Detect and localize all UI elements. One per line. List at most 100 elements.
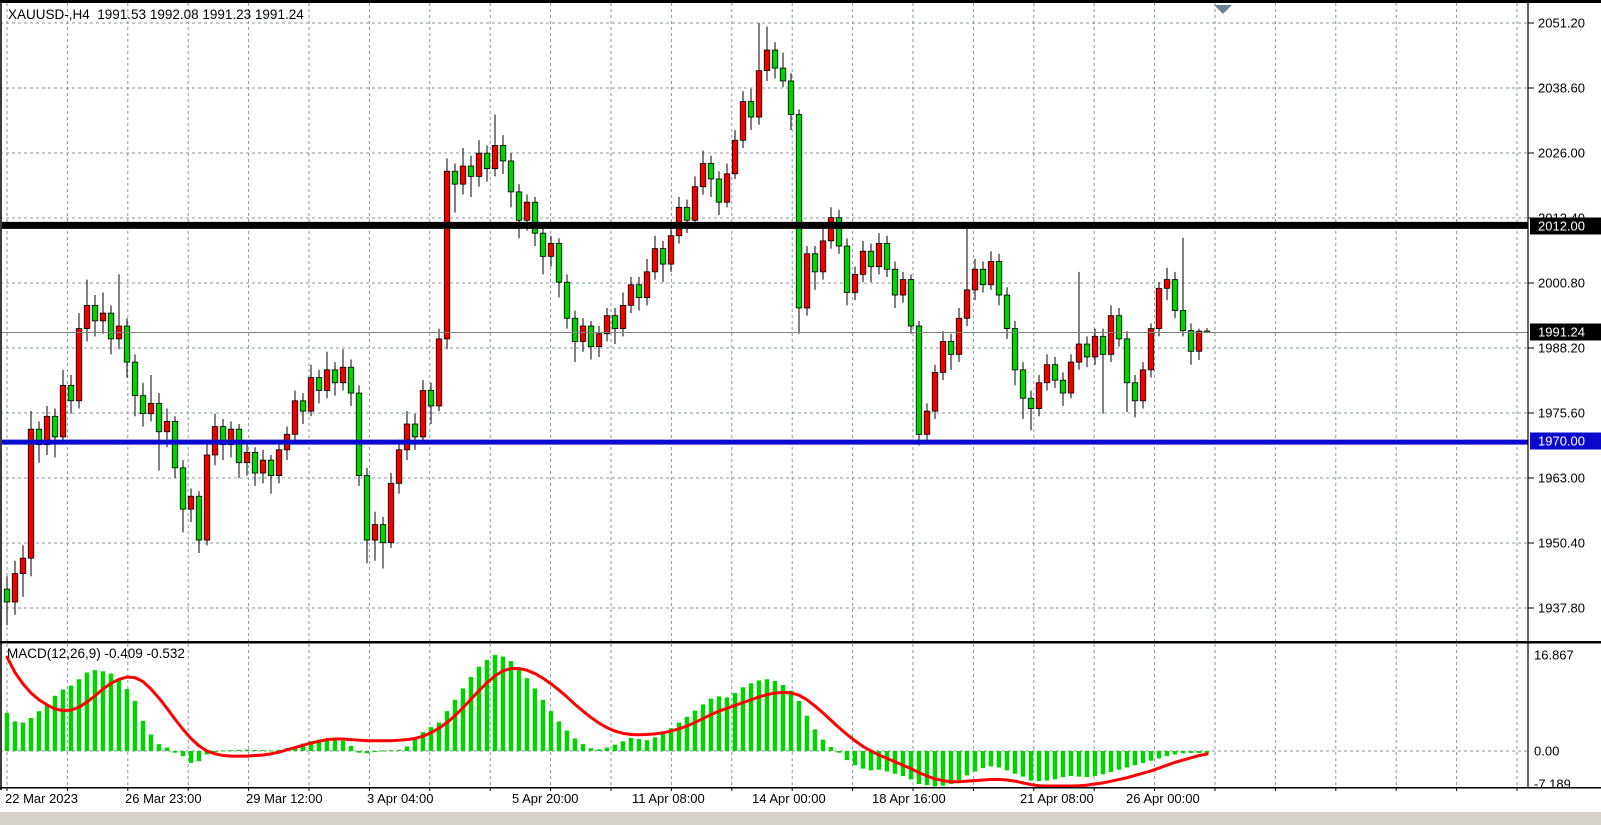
candle-body — [171, 421, 179, 469]
candle-body — [1171, 279, 1179, 311]
macd-histogram-bar — [716, 696, 722, 751]
candle-body — [707, 163, 715, 180]
macd-histogram-bar — [1140, 751, 1146, 763]
macd-histogram-bar — [988, 751, 994, 767]
candle-body — [1099, 335, 1107, 355]
macd-histogram-bar — [900, 751, 906, 777]
candle-body — [299, 400, 307, 412]
candle-body — [755, 70, 763, 118]
macd-histogram-bar — [1124, 751, 1130, 768]
macd-histogram-bar — [188, 751, 194, 763]
candle-body — [1059, 379, 1067, 394]
candle-body — [1187, 330, 1195, 352]
candle-body — [107, 312, 115, 340]
macd-histogram-bar — [332, 737, 338, 751]
candle-body — [939, 341, 947, 373]
macd-histogram-bar — [1148, 751, 1154, 761]
candle-body — [651, 248, 659, 273]
macd-histogram-bar — [604, 747, 610, 751]
macd-histogram-bar — [308, 741, 314, 751]
candle-body — [1003, 294, 1011, 329]
candle-body — [579, 325, 587, 342]
candle-body — [195, 495, 203, 541]
candle-body — [643, 271, 651, 299]
macd-histogram-bar — [116, 679, 122, 751]
macd-histogram-bar — [12, 721, 18, 751]
macd-histogram-bar — [44, 704, 50, 751]
macd-histogram-bar — [1020, 751, 1026, 777]
macd-histogram-bar — [908, 751, 914, 780]
candle-body — [691, 186, 699, 221]
macd-histogram-bar — [372, 751, 378, 753]
candle-body — [267, 459, 275, 477]
candle-body — [155, 402, 163, 433]
candle-body — [827, 217, 835, 242]
macd-histogram-bar — [668, 728, 674, 751]
candle-body — [131, 361, 139, 397]
candle-body — [235, 428, 243, 464]
macd-histogram-bar — [732, 692, 738, 751]
candle-body — [1075, 343, 1083, 363]
candle-body — [1123, 338, 1131, 384]
candle-body — [635, 284, 643, 299]
candle-body — [563, 281, 571, 319]
macd-histogram-bar — [316, 739, 322, 751]
macd-histogram-bar — [828, 747, 834, 751]
macd-histogram-bar — [1076, 751, 1082, 777]
macd-histogram-bar — [492, 655, 498, 751]
candle-body — [339, 366, 347, 384]
macd-histogram-bar — [52, 695, 58, 751]
macd-histogram-bar — [948, 751, 954, 785]
candle-body — [955, 317, 963, 355]
candle-body — [1011, 328, 1019, 371]
macd-histogram-bar — [476, 666, 482, 751]
candle-body — [347, 366, 355, 394]
candle-body — [611, 315, 619, 329]
candle-body — [523, 201, 531, 221]
candle-body — [315, 377, 323, 391]
candle-body — [395, 449, 403, 484]
candle-body — [1043, 364, 1051, 384]
candle-body — [995, 261, 1003, 296]
macd-histogram-bar — [324, 738, 330, 751]
candle-body — [163, 421, 171, 433]
macd-histogram-bar — [220, 750, 226, 752]
macd-histogram-bar — [588, 748, 594, 751]
candle-body — [851, 274, 859, 293]
macd-histogram-bar — [1180, 751, 1186, 754]
candle-body — [683, 206, 691, 221]
macd-histogram-bar — [68, 685, 74, 751]
macd-histogram-bar — [572, 738, 578, 751]
macd-histogram-bar — [76, 679, 82, 751]
candle-body — [219, 426, 227, 446]
macd-histogram-bar — [1116, 751, 1122, 770]
pane-separator — [0, 641, 1601, 644]
macd-histogram-bar — [428, 727, 434, 751]
candle-body — [139, 395, 147, 415]
candle-body — [1115, 315, 1123, 340]
candle-body — [1035, 382, 1043, 409]
macd-histogram-bar — [1052, 751, 1058, 780]
macd-histogram-bar — [1084, 751, 1090, 778]
macd-histogram-bar — [420, 732, 426, 751]
candle-body — [35, 428, 43, 446]
candle-body — [659, 248, 667, 265]
macd-histogram-bar — [140, 720, 146, 751]
candle-body — [99, 312, 107, 322]
candle-body — [843, 245, 851, 293]
candle-body — [835, 217, 843, 247]
window-top-border — [0, 0, 1601, 3]
macd-histogram-bar — [228, 750, 234, 752]
candle-body — [571, 317, 579, 342]
candle-body — [467, 165, 475, 177]
candle-body — [1019, 369, 1027, 399]
macd-histogram-bar — [164, 747, 170, 751]
macd-histogram-bar — [868, 751, 874, 771]
candle-body — [1139, 369, 1147, 402]
candle-body — [867, 250, 875, 268]
macd-histogram-bar — [484, 659, 490, 751]
macd-histogram-bar — [940, 751, 946, 786]
candle-body — [947, 341, 955, 355]
macd-histogram-bar — [180, 751, 186, 757]
